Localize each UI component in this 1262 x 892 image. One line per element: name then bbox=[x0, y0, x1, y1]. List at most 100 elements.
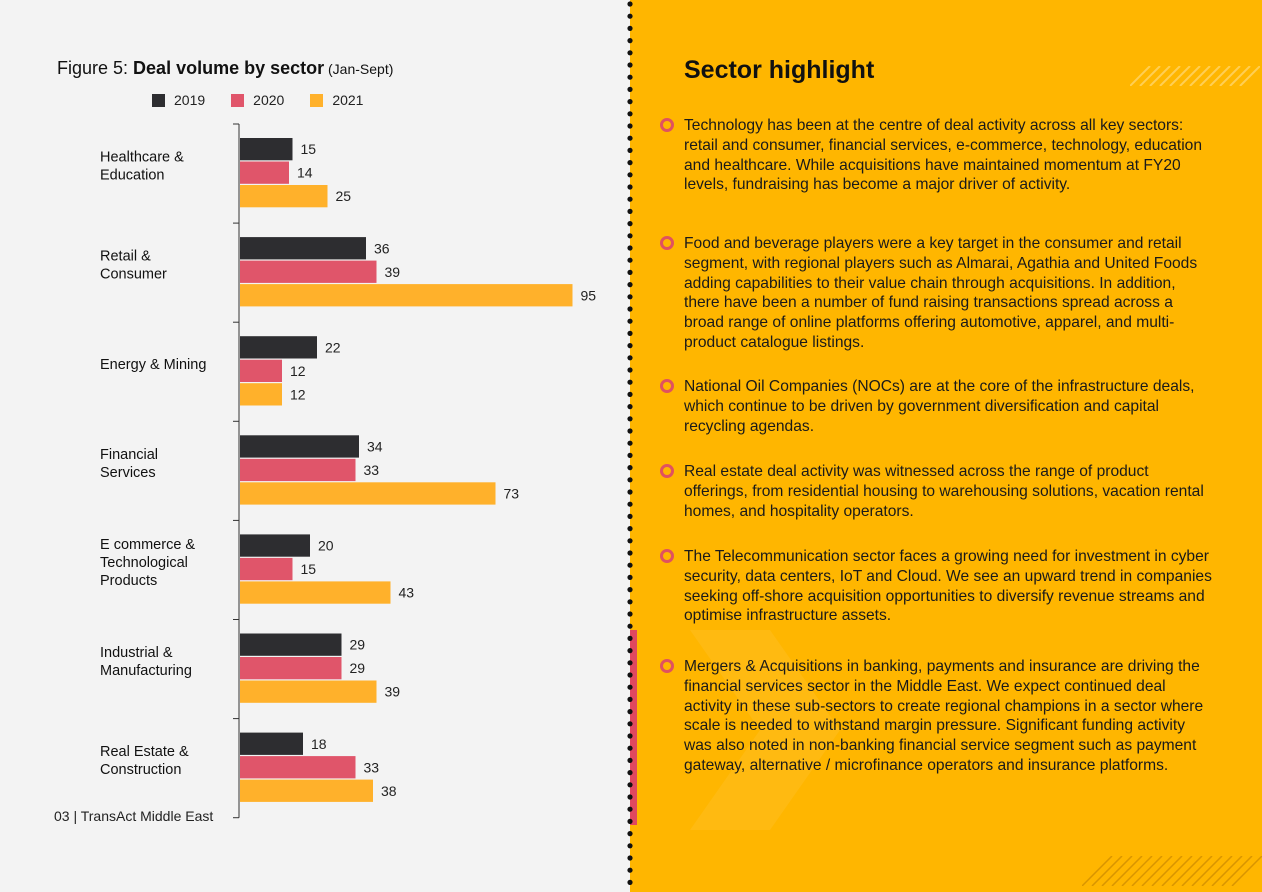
category-label: Retail & Consumer bbox=[100, 249, 167, 283]
divider-dot bbox=[627, 111, 633, 117]
divider-dot bbox=[627, 684, 633, 690]
divider-dot bbox=[627, 330, 633, 336]
divider-dot bbox=[627, 757, 633, 764]
divider-dot bbox=[627, 440, 633, 446]
data-label: 14 bbox=[297, 165, 313, 181]
divider-dot bbox=[627, 135, 633, 141]
data-label: 29 bbox=[350, 660, 366, 676]
bar-2020 bbox=[240, 756, 356, 779]
bullet-text: The Telecommunication sector faces a gro… bbox=[684, 548, 1212, 625]
legend-label: 2019 bbox=[174, 92, 206, 108]
divider-dot bbox=[627, 147, 633, 153]
divider-dot bbox=[627, 709, 633, 715]
bar-2019 bbox=[240, 138, 293, 161]
figure-main-title: Deal volume by sector bbox=[133, 58, 325, 78]
divider-dot bbox=[627, 745, 633, 751]
bar-2021 bbox=[240, 383, 282, 406]
bar-2021 bbox=[240, 680, 377, 703]
category-label: Healthcare & Education bbox=[100, 150, 184, 184]
divider-dot bbox=[627, 465, 633, 471]
divider-dot bbox=[627, 208, 633, 214]
divider-dot bbox=[627, 306, 633, 312]
category-label-line: Manufacturing bbox=[100, 663, 192, 679]
divider-dot bbox=[627, 172, 633, 178]
bar-2019 bbox=[240, 534, 310, 557]
bullet-ring-icon bbox=[660, 379, 674, 393]
category-label-line: Consumer bbox=[100, 267, 167, 283]
divider-dot bbox=[627, 245, 633, 251]
divider-dot bbox=[627, 782, 633, 788]
bar-2019 bbox=[240, 435, 359, 458]
category-label-line: Industrial & bbox=[100, 645, 173, 661]
bullet-text: Technology has been at the centre of dea… bbox=[684, 117, 1203, 194]
data-label: 73 bbox=[504, 485, 520, 501]
data-label: 12 bbox=[290, 386, 306, 402]
bullet-text: Food and beverage players were a key tar… bbox=[684, 235, 1198, 351]
divider-dot bbox=[627, 221, 633, 227]
legend-swatch bbox=[152, 93, 165, 107]
divider-dot bbox=[627, 770, 633, 776]
chart-legend: 2019 2020 2021 bbox=[152, 92, 363, 108]
divider-dot bbox=[627, 587, 633, 593]
divider-dot bbox=[627, 282, 633, 288]
highlight-title: Sector highlight bbox=[684, 56, 875, 84]
divider-dot bbox=[627, 513, 633, 520]
legend-swatch bbox=[310, 93, 324, 107]
bullet-item: Food and beverage players were a key tar… bbox=[660, 234, 1214, 353]
divider-dot bbox=[627, 416, 633, 422]
divider-dot bbox=[627, 404, 633, 410]
legend-item-2019: 2019 bbox=[152, 92, 205, 108]
divider-dot bbox=[627, 611, 633, 617]
category-label-line: Real Estate & bbox=[100, 744, 189, 760]
divider-dot bbox=[627, 526, 633, 532]
legend-item-2020: 2020 bbox=[231, 92, 284, 108]
bullet-ring-icon bbox=[660, 464, 674, 478]
legend-item-2021: 2021 bbox=[310, 92, 363, 108]
divider-dot bbox=[627, 733, 633, 739]
divider-dot bbox=[627, 855, 633, 861]
divider-dot bbox=[627, 721, 633, 727]
bullet-item: Real estate deal activity was witnessed … bbox=[660, 462, 1214, 521]
divider-dot bbox=[627, 294, 633, 300]
bar-2020 bbox=[240, 260, 377, 283]
bar-2021 bbox=[240, 779, 373, 802]
divider-dot bbox=[627, 269, 633, 275]
divider-dot bbox=[627, 501, 633, 507]
data-label: 39 bbox=[385, 684, 401, 700]
bullet-item: The Telecommunication sector faces a gro… bbox=[660, 547, 1214, 626]
divider-dot bbox=[627, 38, 633, 44]
divider-dot bbox=[627, 477, 633, 483]
category-label-line: Financial bbox=[100, 447, 158, 463]
legend-label: 2021 bbox=[332, 92, 364, 108]
divider-dot bbox=[627, 599, 633, 605]
divider-dot bbox=[627, 74, 633, 80]
hatch-decoration-bottom bbox=[1082, 856, 1262, 886]
divider-dot bbox=[627, 391, 633, 397]
bullet-ring-icon bbox=[660, 118, 674, 132]
divider-dot bbox=[627, 160, 633, 166]
category-label: E commerce & Technological Products bbox=[100, 537, 195, 589]
data-label: 43 bbox=[399, 585, 415, 601]
divider-dot bbox=[627, 123, 633, 129]
bar-2020 bbox=[240, 557, 293, 581]
divider-dot bbox=[627, 672, 633, 678]
bar-2019 bbox=[240, 237, 366, 260]
divider-dot bbox=[627, 660, 633, 666]
divider-dot bbox=[627, 818, 633, 825]
divider-dot bbox=[627, 879, 633, 886]
figure-subtitle: (Jan-Sept) bbox=[324, 61, 394, 77]
category-label-line: Energy & Mining bbox=[100, 357, 206, 373]
divider-dot bbox=[627, 25, 633, 31]
data-label: 33 bbox=[364, 462, 380, 478]
category-label-line: Retail & bbox=[100, 249, 151, 265]
data-label: 39 bbox=[385, 264, 401, 280]
accent-bar bbox=[630, 630, 637, 825]
bar-2021 bbox=[240, 482, 496, 505]
bullet-text: Real estate deal activity was witnessed … bbox=[684, 463, 1204, 520]
divider-dot bbox=[627, 257, 633, 263]
divider-dot bbox=[627, 562, 633, 568]
divider-dot bbox=[627, 623, 633, 629]
data-label: 12 bbox=[290, 363, 306, 379]
divider-dot bbox=[627, 1, 633, 7]
divider-dot bbox=[627, 489, 633, 495]
